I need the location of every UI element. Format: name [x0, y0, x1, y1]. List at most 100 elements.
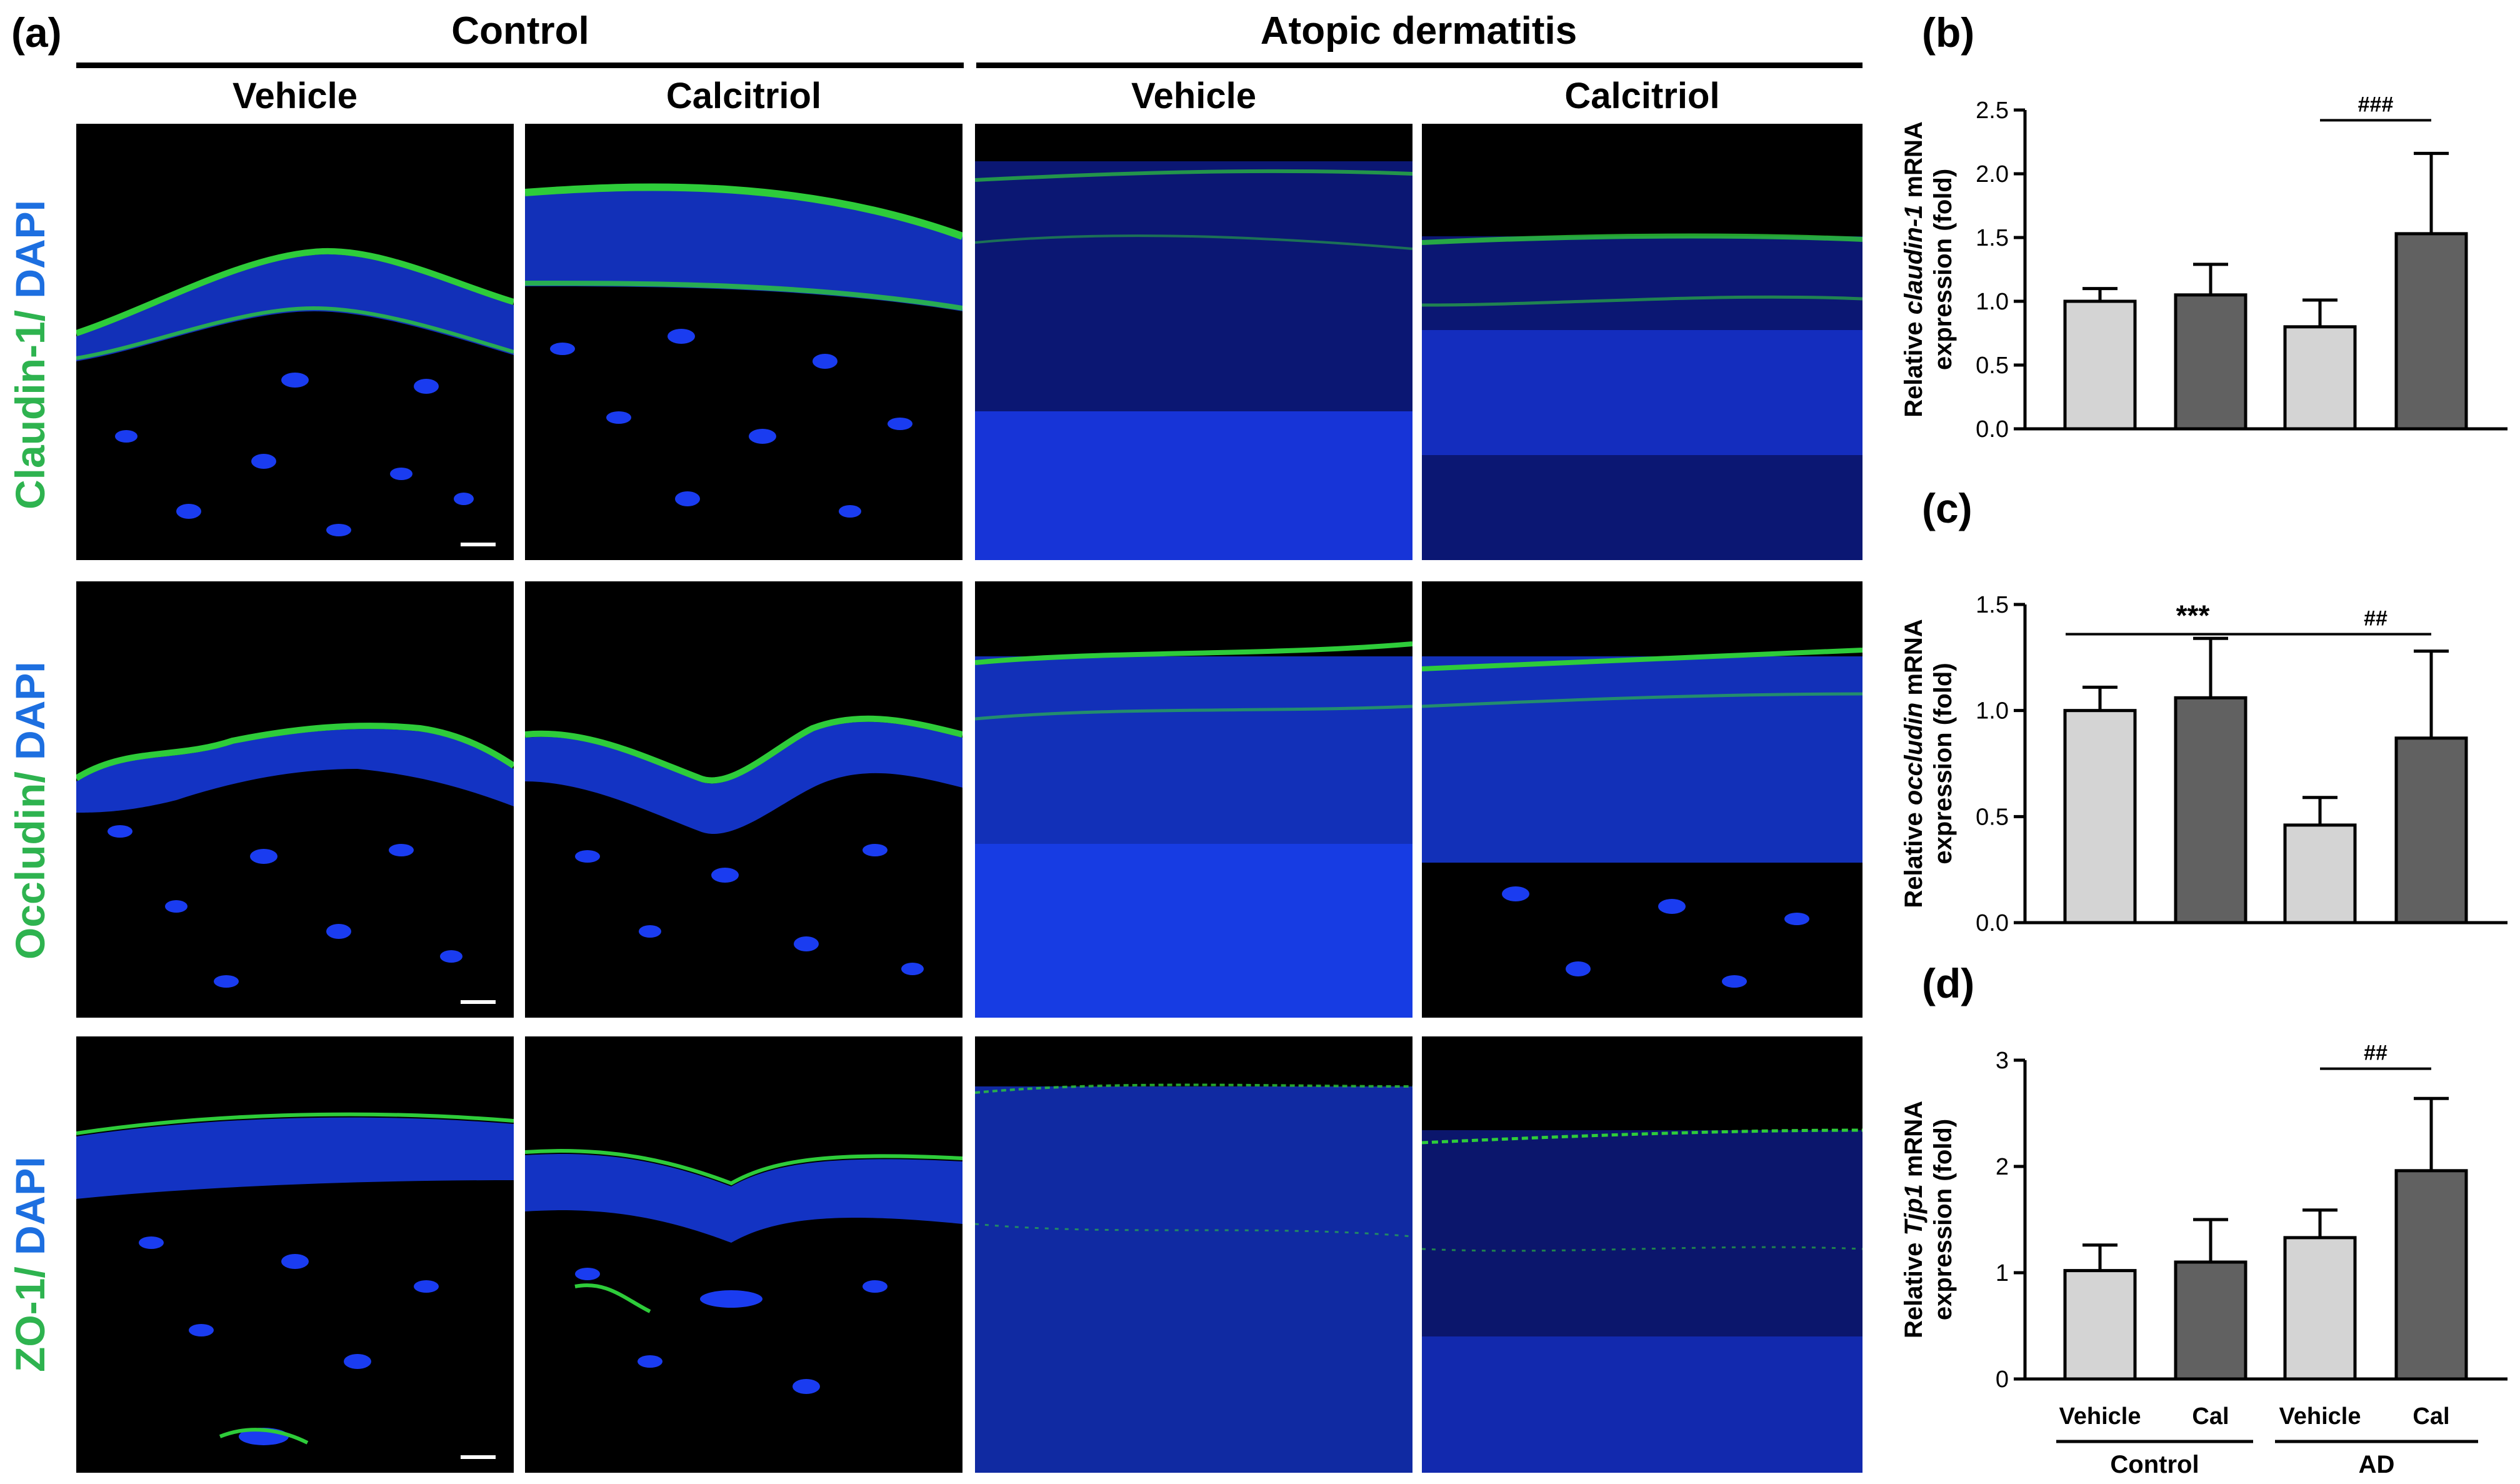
bar — [2063, 299, 2137, 431]
group-title-atopic-dermatitis: Atopic dermatitis — [1260, 9, 1578, 53]
column-title-ad-calcitriol: Calcitriol — [1564, 76, 1720, 116]
micrograph-zo1-ad-vehicle — [975, 1036, 1412, 1473]
group-title-control: Control — [451, 9, 589, 53]
y-tick-label: 2 — [1996, 1154, 2009, 1180]
y-axis-label: Relative claudin-1 mRNA — [1900, 121, 1928, 417]
y-axis-label-suffix: mRNA — [1900, 1101, 1928, 1184]
row-label-zo-1: ZO-1/ DAPI — [6, 1156, 54, 1372]
y-axis-label-gene: Tjp1 — [1900, 1184, 1928, 1235]
micrograph-occludin-control-calcitriol-image — [525, 715, 962, 975]
row-label-occludin: Occludin/ DAPI — [6, 661, 54, 960]
y-tick-label: 2.5 — [1976, 98, 2009, 124]
chart-occludin: 0.0 0.5 1.0 1.5 Relative occludin mRNAexpres… — [1900, 592, 2508, 936]
y-tick-label: 0.0 — [1976, 910, 2009, 936]
micrograph-zo1-control-vehicle — [76, 1036, 514, 1473]
group-label-control: Control — [2110, 1451, 2199, 1478]
bar — [2283, 325, 2357, 431]
y-tick-label: 0 — [1996, 1366, 2009, 1393]
micrograph-zo1-ad-calcitriol-image — [1422, 1128, 1862, 1473]
micrograph-occludin-ad-calcitriol — [1422, 581, 1862, 1018]
y-axis-label-gene: claudin-1 — [1900, 205, 1928, 315]
y-axis-label-suffix: mRNA — [1900, 619, 1928, 702]
y-axis-label-suffix: mRNA — [1900, 121, 1928, 204]
micrograph-zo1-control-calcitriol-image — [525, 1149, 962, 1394]
significance-marker: ### — [2358, 93, 2394, 116]
y-axis-label-line2: expression (fold) — [1929, 663, 1957, 864]
y-tick-label: 1.5 — [1976, 225, 2009, 251]
row-label-claudin-1-stain: DAPI — [7, 199, 53, 299]
bar — [2174, 1260, 2248, 1381]
chart-claudin-1: 0.0 0.5 1.0 1.5 2.0 2.5 Relative claudin-1 mRN… — [1900, 93, 2508, 443]
y-axis-label-prefix: Relative — [1900, 805, 1928, 908]
micrograph-occludin-ad-vehicle — [975, 581, 1412, 1018]
micrograph-occludin-ad-vehicle-image — [975, 641, 1412, 1018]
bar — [2394, 736, 2468, 925]
micrograph-claudin-ad-calcitriol-image — [1422, 233, 1862, 560]
micrograph-zo1-control-calcitriol — [525, 1036, 962, 1473]
y-axis-label-prefix: Relative — [1900, 314, 1928, 418]
group-line-control — [76, 63, 964, 68]
bar — [2394, 232, 2468, 431]
x-tick-label: Cal — [2412, 1403, 2449, 1430]
group-line-atopic-dermatitis — [976, 63, 1862, 68]
significance-marker: ## — [2364, 1041, 2388, 1065]
panel-label-d: (d) — [1922, 960, 1975, 1006]
bar — [2283, 1236, 2357, 1381]
panel-label-a: (a) — [11, 9, 62, 56]
micrograph-claudin-control-vehicle-image — [76, 248, 514, 536]
y-tick-label: 1.0 — [1976, 289, 2009, 315]
bar — [2063, 709, 2137, 925]
micrograph-claudin-ad-calcitriol — [1422, 124, 1862, 560]
micrograph-occludin-control-vehicle-image — [76, 723, 514, 988]
row-label-claudin-1: Claudin-1/ DAPI — [6, 200, 54, 509]
micrograph-zo1-ad-calcitriol — [1422, 1036, 1862, 1473]
y-tick-label: 1.0 — [1976, 698, 2009, 724]
column-title-ad-vehicle: Vehicle — [1131, 76, 1256, 116]
scale-bar — [461, 1455, 496, 1459]
y-tick-label: 0.5 — [1976, 804, 2009, 830]
significance-marker: *** — [2176, 599, 2210, 632]
row-label-zo-1-stain: DAPI — [7, 1156, 53, 1255]
scale-bar — [461, 1000, 496, 1004]
y-axis-label-line2: expression (fold) — [1929, 169, 1957, 370]
y-axis-label-gene: occludin — [1900, 703, 1928, 805]
y-tick-label: 0.5 — [1976, 353, 2009, 379]
row-label-claudin-1-marker: Claudin-1/ — [7, 309, 53, 509]
micrograph-claudin-control-calcitriol-image — [525, 183, 962, 518]
x-tick-label: Vehicle — [2279, 1403, 2361, 1430]
micrograph-claudin-control-vehicle — [76, 124, 514, 560]
row-label-zo-1-marker: ZO-1/ — [7, 1266, 53, 1372]
column-title-control-vehicle: Vehicle — [232, 76, 358, 116]
micrograph-occludin-ad-calcitriol-image — [1422, 648, 1862, 988]
row-label-occludin-marker: Occludin/ — [7, 771, 53, 960]
y-axis-label-prefix: Relative — [1900, 1236, 1928, 1339]
panel-label-c: (c) — [1922, 485, 1972, 531]
group-label-ad: AD — [2359, 1451, 2395, 1478]
x-tick-label: Cal — [2192, 1403, 2229, 1430]
bar — [2174, 293, 2248, 431]
bar — [2394, 1169, 2468, 1381]
y-tick-label: 2.0 — [1976, 161, 2009, 188]
bar — [2174, 696, 2248, 925]
panel-label-b: (b) — [1922, 9, 1975, 56]
y-axis-label: Relative Tjp1 mRNA — [1900, 1101, 1928, 1338]
row-label-occludin-stain: DAPI — [7, 661, 53, 760]
micrograph-claudin-ad-vehicle-image — [975, 161, 1412, 560]
micrograph-claudin-control-calcitriol — [525, 124, 962, 560]
micrograph-zo1-ad-vehicle-image — [975, 1083, 1412, 1473]
bar — [2063, 1269, 2137, 1381]
y-tick-label: 3 — [1996, 1048, 2009, 1074]
chart-tjp1: 0 1 2 3 Relative Tjp1 mRNA expression (fold) #… — [1900, 1041, 2508, 1478]
y-tick-label: 1.5 — [1976, 592, 2009, 618]
scale-bar — [461, 543, 496, 546]
micrograph-occludin-control-vehicle — [76, 581, 514, 1018]
micrograph-occludin-control-calcitriol — [525, 581, 962, 1018]
micrograph-claudin-ad-vehicle — [975, 124, 1412, 560]
y-tick-label: 0.0 — [1976, 416, 2009, 443]
x-tick-label: Vehicle — [2059, 1403, 2141, 1430]
significance-marker: ## — [2364, 607, 2388, 631]
y-axis-label: Relative occludin mRNA — [1900, 619, 1928, 908]
y-axis-label-line2: expression (fold) — [1929, 1119, 1957, 1320]
bar — [2283, 823, 2357, 925]
column-title-control-calcitriol: Calcitriol — [666, 76, 822, 116]
